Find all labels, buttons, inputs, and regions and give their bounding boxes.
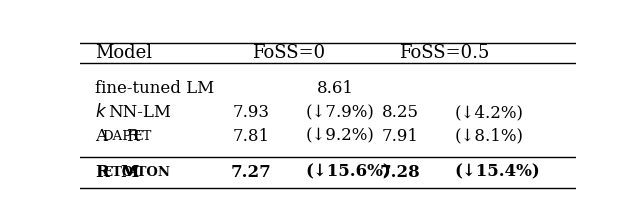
Text: Model: Model	[95, 44, 152, 62]
Text: 8.61: 8.61	[317, 80, 354, 97]
Text: 7.28: 7.28	[380, 164, 420, 181]
Text: (↓8.1%): (↓8.1%)	[454, 128, 524, 145]
Text: 7.81: 7.81	[232, 128, 269, 145]
Text: FoSS=0: FoSS=0	[252, 44, 325, 62]
Text: (↓4.2%): (↓4.2%)	[454, 104, 524, 121]
Text: 7.93: 7.93	[232, 104, 269, 121]
Text: FoSS=0.5: FoSS=0.5	[399, 44, 490, 62]
Text: (↓15.4%): (↓15.4%)	[454, 164, 540, 181]
Text: ETO: ETO	[102, 166, 134, 179]
Text: ET: ET	[133, 130, 152, 143]
Text: R: R	[126, 128, 138, 145]
Text: $k$: $k$	[95, 104, 107, 121]
Text: M: M	[120, 164, 138, 181]
Text: (↓9.2%): (↓9.2%)	[306, 128, 374, 145]
Text: (↓7.9%): (↓7.9%)	[306, 104, 374, 121]
Text: A: A	[95, 128, 107, 145]
Text: 7.27: 7.27	[231, 164, 271, 181]
Text: fine-tuned LM: fine-tuned LM	[95, 80, 214, 97]
Text: (↓15.6%): (↓15.6%)	[306, 164, 392, 181]
Text: NN-LM: NN-LM	[108, 104, 171, 121]
Text: DAPT: DAPT	[102, 130, 140, 143]
Text: 7.91: 7.91	[381, 128, 419, 145]
Text: 8.25: 8.25	[381, 104, 419, 121]
Text: ATON: ATON	[127, 166, 170, 179]
Text: R: R	[95, 164, 109, 181]
